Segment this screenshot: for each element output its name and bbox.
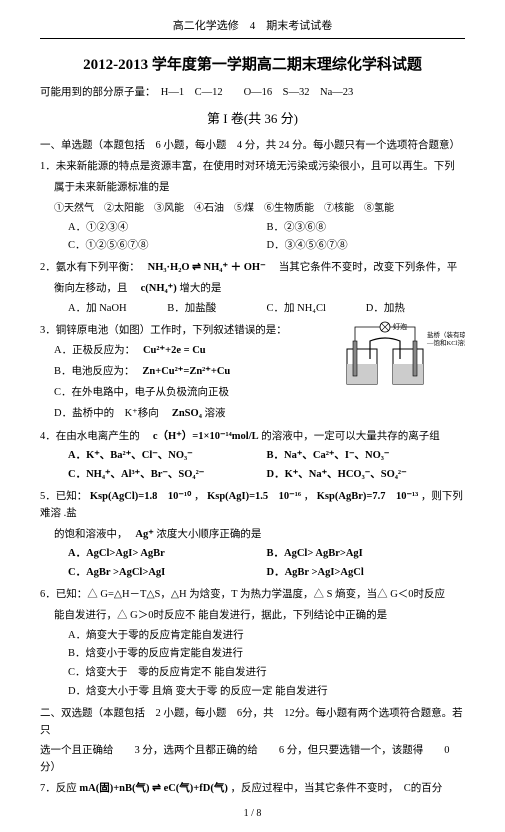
page-header: 高二化学选修 4 期末考试试卷 (40, 18, 465, 36)
atomic-mass-line: 可能用到的部分原子量： H—1 C—12 O—16 S—32 Na—23 (40, 85, 465, 102)
q2-opt-d: D．加热 (366, 301, 465, 318)
part1-head: 一、单选题（本题包括 6 小题，每小题 4 分，共 24 分。每小题只有一个选项… (40, 138, 465, 155)
q1-opt-c: C．①②⑤⑥⑦⑧ (68, 238, 267, 255)
part2-head1: 二、双选题（本题包括 2 小题，每小题 6分，共 12分。每小题有两个选项符合题… (40, 706, 465, 740)
q4-opt-d: D．K⁺、Na⁺、HCO₃⁻、SO₄²⁻ (267, 467, 466, 484)
q6-stem1: 6．已知：△ G=△H－T△S，△H 为焓变，T 为热力学温度，△ S 熵变，当… (40, 587, 465, 604)
q3-d-pre: D．盐桥中的 K⁺移向 (54, 408, 169, 419)
q3-stem: 3．铜锌原电池（如图）工作时，下列叙述错误的是： (40, 323, 465, 340)
q3-d-post: 溶液 (204, 408, 225, 419)
q6-stem2: 能自发进行，△ G＞0时反应不 能自发进行，据此，下列结论中正确的是 (40, 608, 465, 625)
q5-s2-pre: 的饱和溶液中， (54, 529, 133, 540)
doc-title: 2012-2013 学年度第一学期高二期末理综化学科试题 (40, 53, 465, 77)
q4-opt-c: C．NH₄⁺、Al³⁺、Br⁻、SO₄²⁻ (68, 467, 267, 484)
q3-opt-b: B．电池反应为： Zn+Cu²⁺=Zn²⁺+Cu (40, 364, 465, 381)
q7-pre: 7．反应 (40, 783, 79, 794)
q5-opt-b: B．AgCl> AgBr>AgI (267, 546, 466, 563)
q3-b-pre: B．电池反应为： (54, 366, 140, 377)
q5-stem1: 5．已知： Ksp(AgCl)=1.8 10⁻¹⁰ ， Ksp(AgI)=1.5… (40, 489, 465, 523)
q3-opt-d: D．盐桥中的 K⁺移向 ZnSO₄ 溶液 (40, 406, 465, 423)
q5-s1-b1: Ksp(AgCl)=1.8 10⁻¹⁰ (90, 491, 191, 502)
q5-s1-b2: Ksp(AgI)=1.5 10⁻¹⁶ (207, 491, 301, 502)
q2-eq: NH₃·H₂O ⇌ NH₄⁺ ＋ OH⁻ (148, 262, 266, 273)
q5-s2-post: 浓度大小顺序正确的是 (156, 529, 261, 540)
q5-s1-m1: ， (194, 491, 205, 502)
q3-a-eq: Cu²⁺+2e = Cu (143, 345, 206, 356)
q4-stem: 4．在由水电离产生的 c（H⁺）=1×10⁻¹⁴mol/L 的溶液中，一定可以大… (40, 429, 465, 446)
q4-opt-a: A．K⁺、Ba²⁺、Cl⁻、NO₃⁻ (68, 448, 267, 465)
q1-options: A．①②③④ B．②③⑥⑧ C．①②⑤⑥⑦⑧ D．③④⑤⑥⑦⑧ (40, 219, 465, 257)
q3-d-bold: ZnSO₄ (172, 408, 202, 419)
q3-opt-c: C．在外电路中，电子从负极流向正极 (40, 385, 465, 402)
q6-opt-a: A．熵变大于零的反应肯定能自发进行 (68, 628, 465, 645)
q5-options: A．AgCl>AgI> AgBr B．AgCl> AgBr>AgI C．AgBr… (40, 545, 465, 583)
q4-options: A．K⁺、Ba²⁺、Cl⁻、NO₃⁻ B．Na⁺、Ca²⁺、I⁻、NO₃⁻ C．… (40, 447, 465, 485)
q5-s2-bold: Ag⁺ (135, 529, 153, 540)
q2-stem2-pre: 衡向左移动，且 (54, 283, 138, 294)
q7-post: ，反应过程中，当其它条件不变时， C的百分 (230, 783, 442, 794)
q2-stem1: 2．氨水有下列平衡： NH₃·H₂O ⇌ NH₄⁺ ＋ OH⁻ 当其它条件不变时… (40, 260, 465, 277)
q2-stem1-post: 当其它条件不变时，改变下列条件，平 (268, 262, 457, 273)
header-rule (40, 38, 465, 39)
q7-bold: mA(固)+nB(气) ⇌ eC(气)+fD(气) (79, 783, 227, 794)
q2-options: A．加 NaOH B．加盐酸 C．加 NH₄Cl D．加热 (40, 300, 465, 319)
q1-opt-a: A．①②③④ (68, 220, 267, 237)
q6-options: A．熵变大于零的反应肯定能自发进行 B．焓变小于零的反应肯定能自发进行 C．焓变… (40, 627, 465, 702)
section-1-title: 第 I 卷(共 36 分) (40, 109, 465, 130)
q5-opt-a: A．AgCl>AgI> AgBr (68, 546, 267, 563)
page-number: 1 / 8 (40, 806, 465, 822)
q5-stem2: 的饱和溶液中， Ag⁺ 浓度大小顺序正确的是 (40, 527, 465, 544)
q1-stem2: 属于未来新能源标准的是 (40, 180, 465, 197)
q3-b-eq: Zn+Cu²⁺=Zn²⁺+Cu (142, 366, 230, 377)
q7: 7．反应 mA(固)+nB(气) ⇌ eC(气)+fD(气) ，反应过程中，当其… (40, 781, 465, 798)
q5-opt-d: D．AgBr >AgI>AgCl (267, 565, 466, 582)
q4-stem-bold: c（H⁺）=1×10⁻¹⁴mol/L (153, 431, 259, 442)
q5-s1-pre: 5．已知： (40, 491, 87, 502)
q1-stem1: 1．未来新能源的特点是资源丰富，在使用时对环境无污染或污染很小，且可以再生。下列 (40, 159, 465, 176)
q3-a-pre: A．正极反应为： (54, 345, 140, 356)
q5-s1-b3: Ksp(AgBr)=7.7 10⁻¹³ (317, 491, 419, 502)
q3-opt-a: A．正极反应为： Cu²⁺+2e = Cu (40, 343, 465, 360)
q1-items: ①天然气 ②太阳能 ③风能 ④石油 ⑤煤 ⑥生物质能 ⑦核能 ⑧氢能 (40, 201, 465, 217)
q4-stem-pre: 4．在由水电离产生的 (40, 431, 150, 442)
q4-stem-post: 的溶液中，一定可以大量共存的离子组 (261, 431, 440, 442)
q2-stem2-bold: c(NH₄⁺) (141, 283, 177, 294)
q2-opt-b: B．加盐酸 (167, 301, 266, 318)
q1-opt-b: B．②③⑥⑧ (267, 220, 466, 237)
q2-opt-a: A．加 NaOH (68, 301, 167, 318)
q5-s1-m2: ， (304, 491, 315, 502)
q4-opt-b: B．Na⁺、Ca²⁺、I⁻、NO₃⁻ (267, 448, 466, 465)
q1-opt-d: D．③④⑤⑥⑦⑧ (267, 238, 466, 255)
q6-opt-b: B．焓变小于零的反应肯定能自发进行 (68, 646, 465, 663)
q2-stem2: 衡向左移动，且 c(NH₄⁺) 增大的是 (40, 281, 465, 298)
part2-head2: 选一个且正确给 3 分，选两个且都正确的给 6 分，但只要选错一个，该题得 0 … (40, 743, 465, 777)
q2-stem1-pre: 2．氨水有下列平衡： (40, 262, 145, 273)
q6-opt-c: C．焓变大于 零的反应肯定不 能自发进行 (68, 665, 465, 682)
q2-stem2-post: 增大的是 (179, 283, 221, 294)
q5-opt-c: C．AgBr >AgCl>AgI (68, 565, 267, 582)
q6-opt-d: D．焓变大小于零 且熵 变大于零 的反应一定 能自发进行 (68, 684, 465, 701)
q2-opt-c: C．加 NH₄Cl (267, 301, 366, 318)
